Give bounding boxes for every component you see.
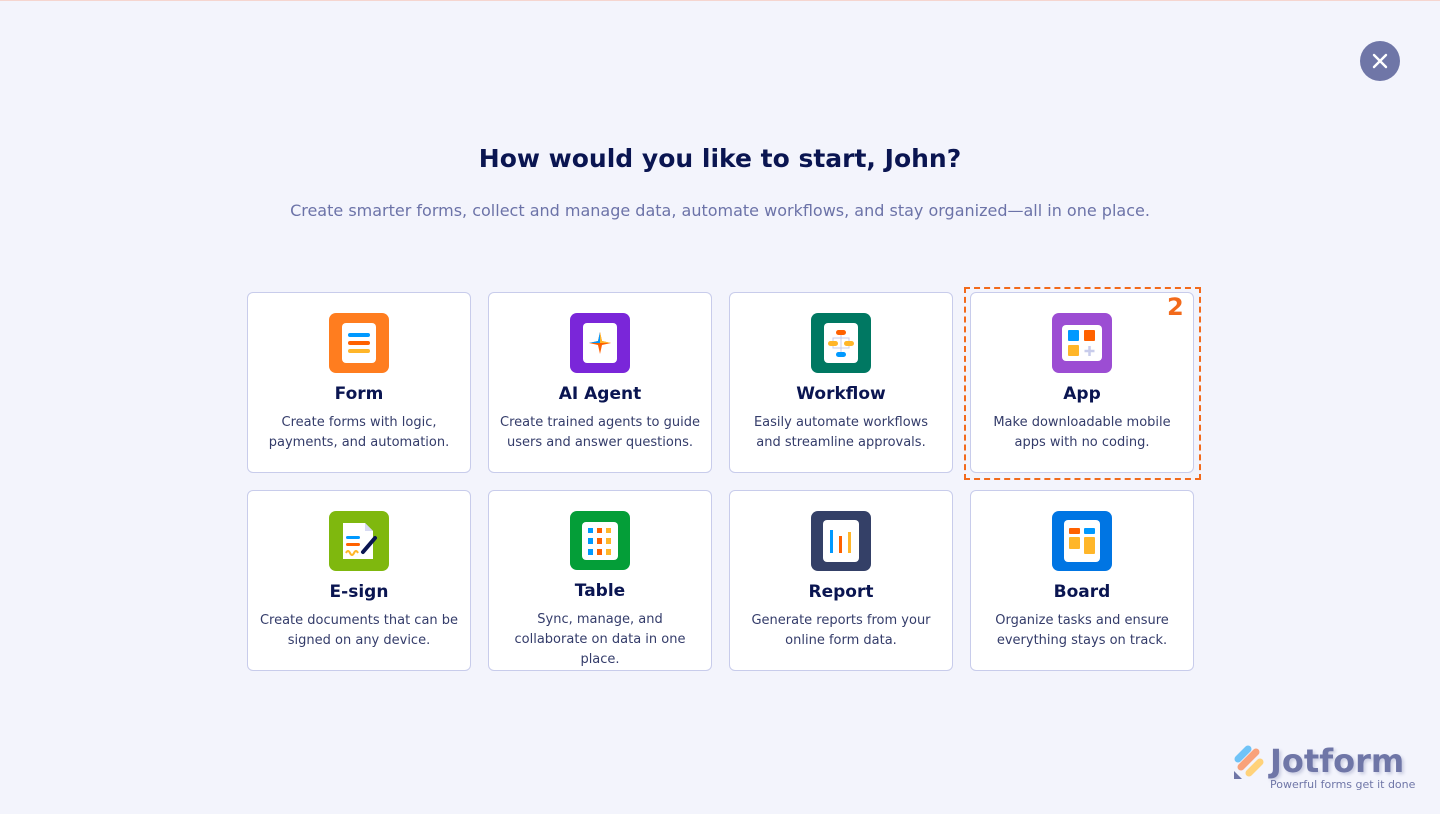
card-table[interactable]: Table Sync, manage, and collaborate on d… [488, 490, 712, 671]
card-description: Sync, manage, and collaborate on data in… [514, 612, 686, 667]
card-title: Form [334, 384, 384, 404]
card-description: Easily automate workflows and streamline… [753, 415, 929, 450]
card-board[interactable]: Board Organize tasks and ensure everythi… [970, 490, 1194, 671]
logo-tagline: Powerful forms get it done [1270, 778, 1416, 791]
page-subtitle: Create smarter forms, collect and manage… [290, 201, 1150, 220]
card-description: Generate reports from your online form d… [751, 613, 931, 648]
card-app[interactable]: App Make downloadable mobile apps with n… [970, 292, 1194, 473]
ai-agent-icon [570, 313, 630, 373]
logo-wordmark: Jotform [1270, 742, 1405, 780]
card-title: Table [574, 581, 626, 601]
card-form[interactable]: Form Create forms with logic, payments, … [247, 292, 471, 473]
top-border [0, 0, 1440, 1]
jotform-logo-icon [1234, 745, 1264, 779]
board-icon [1052, 511, 1112, 571]
card-report[interactable]: Report Generate reports from your online… [729, 490, 953, 671]
table-icon [570, 511, 630, 570]
card-description: Make downloadable mobile apps with no co… [993, 415, 1171, 450]
highlight-label: 2 [1167, 293, 1184, 321]
page-title: How would you like to start, John? [478, 144, 962, 173]
card-title: E-sign [329, 582, 389, 602]
report-icon [811, 511, 871, 571]
card-title: App [1063, 384, 1101, 404]
card-ai-agent[interactable]: AI Agent Create trained agents to guide … [488, 292, 712, 473]
card-title: Report [808, 582, 874, 602]
card-title: Workflow [796, 384, 886, 404]
card-description: Create documents that can be signed on a… [259, 613, 459, 648]
card-description: Organize tasks and ensure everything sta… [995, 613, 1169, 648]
card-title: Board [1053, 582, 1111, 602]
logo-text: Jotform Powerful forms get it done [1270, 745, 1415, 791]
start-options: Form Create forms with logic, payments, … [247, 292, 1194, 671]
form-icon [329, 313, 389, 373]
card-workflow[interactable]: Workflow Easily automate workflows and s… [729, 292, 953, 473]
jotform-logo: Jotform Powerful forms get it done [1232, 745, 1415, 791]
card-title: AI Agent [558, 384, 642, 404]
card-description: Create trained agents to guide users and… [500, 415, 700, 450]
esign-icon [329, 511, 389, 571]
card-esign[interactable]: E-sign Create documents that can be sign… [247, 490, 471, 671]
app-icon [1052, 313, 1112, 373]
workflow-icon [811, 313, 871, 373]
card-description: Create forms with logic, payments, and a… [268, 415, 450, 450]
close-icon [1372, 53, 1388, 69]
close-button[interactable] [1360, 41, 1400, 81]
